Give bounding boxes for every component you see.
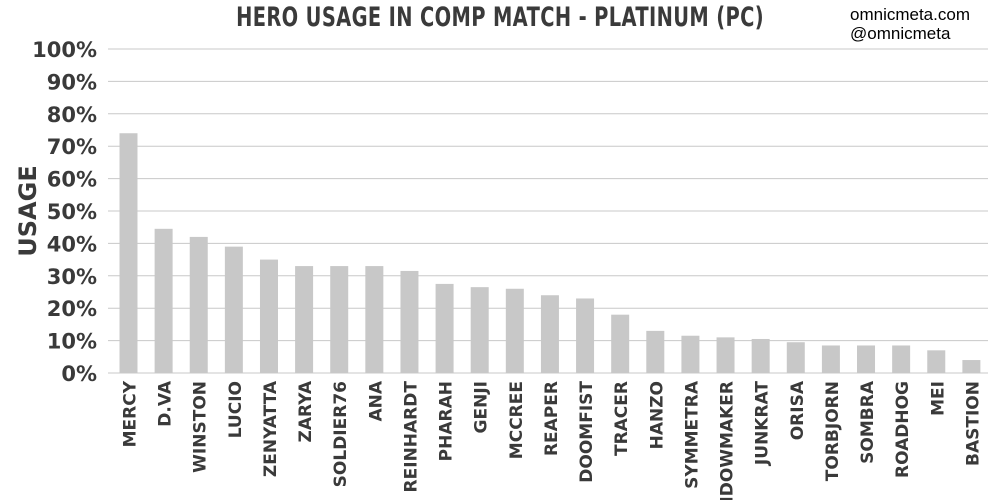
- x-category-label: DOOMFIST: [577, 381, 597, 483]
- bar: [295, 266, 314, 373]
- x-category-label: MEI: [928, 381, 948, 416]
- y-tick-label: 30%: [47, 265, 97, 289]
- x-category-label: TRACER: [612, 381, 632, 456]
- x-category-label: ROADHOG: [893, 381, 913, 478]
- bar: [224, 246, 243, 373]
- x-category-label: REAPER: [542, 381, 562, 456]
- bar: [119, 133, 138, 373]
- bar: [927, 350, 946, 373]
- chart-title: HERO USAGE IN COMP MATCH - PLATINUM (PC): [236, 2, 764, 33]
- bar: [611, 314, 630, 373]
- bar: [505, 288, 524, 373]
- y-tick-label: 100%: [32, 38, 97, 62]
- x-category-label: SOMBRA: [858, 380, 878, 464]
- bar: [821, 345, 840, 373]
- y-tick-label: 20%: [47, 297, 97, 321]
- x-category-label: SOLDIER76: [331, 381, 351, 487]
- y-tick-label: 70%: [47, 135, 97, 159]
- bar: [259, 259, 278, 373]
- x-category-label: D.VA: [156, 380, 176, 427]
- bar: [154, 228, 173, 373]
- bar: [576, 298, 595, 373]
- bar: [435, 283, 454, 373]
- y-tick-label: 0%: [61, 362, 97, 386]
- bar: [400, 270, 419, 373]
- x-category-label: WIDOWMAKER: [718, 381, 738, 500]
- bar: [470, 287, 489, 373]
- x-category-label: BASTION: [963, 381, 983, 466]
- y-axis-title: USAGE: [14, 165, 42, 256]
- x-category-label: ZARYA: [296, 380, 316, 442]
- x-category-label: ZENYATTA: [261, 380, 281, 477]
- bar: [857, 345, 876, 373]
- credit-site: omnicmeta.com: [850, 5, 970, 24]
- x-category-label: ORISA: [788, 380, 808, 440]
- credit-handle: @omnicmeta: [850, 24, 951, 43]
- x-category-label: MERCY: [121, 380, 141, 447]
- y-tick-label: 50%: [47, 200, 97, 224]
- y-tick-label: 80%: [47, 103, 97, 127]
- bar: [189, 236, 208, 373]
- bar: [751, 338, 770, 373]
- bar: [681, 335, 700, 373]
- bar: [962, 360, 981, 373]
- bar: [365, 266, 384, 373]
- y-tick-label: 60%: [47, 168, 97, 192]
- y-tick-label: 10%: [47, 330, 97, 354]
- bar: [330, 266, 349, 373]
- x-category-label: JUNKRAT: [753, 381, 773, 466]
- x-category-label: ANA: [366, 380, 386, 421]
- bar: [786, 342, 805, 373]
- x-category-label: GENJI: [472, 381, 492, 433]
- y-tick-label: 40%: [47, 232, 97, 256]
- x-category-label: WINSTON: [191, 381, 211, 473]
- x-category-label: PHARAH: [437, 381, 457, 461]
- bar: [716, 337, 735, 373]
- x-category-label: REINHARDT: [401, 381, 421, 493]
- x-category-label: TORBJORN: [823, 381, 843, 481]
- y-tick-label: 90%: [47, 70, 97, 94]
- bar: [646, 330, 665, 373]
- x-category-label: SYMMETRA: [682, 380, 702, 489]
- bar: [892, 345, 911, 373]
- x-category-label: MCCREE: [507, 381, 527, 459]
- bar: [540, 295, 559, 373]
- x-category-label: HANZO: [647, 381, 667, 449]
- x-category-label: LUCIO: [226, 381, 246, 438]
